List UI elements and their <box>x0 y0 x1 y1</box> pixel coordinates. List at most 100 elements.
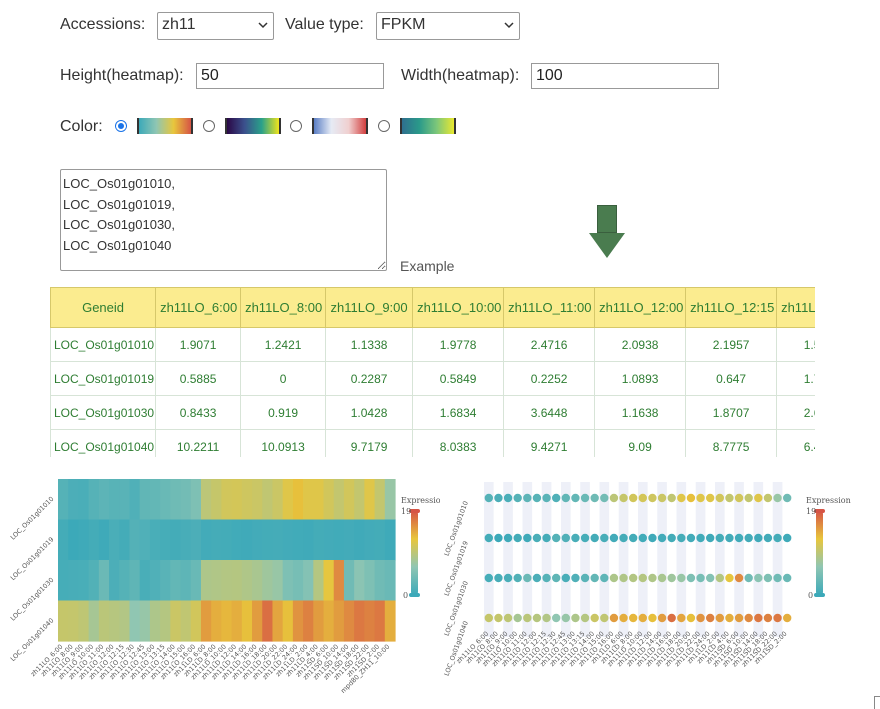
heatmap-cell[interactable] <box>252 600 263 642</box>
expression-dot[interactable] <box>763 533 773 543</box>
expression-dot[interactable] <box>619 573 628 583</box>
expression-dot[interactable] <box>754 573 763 583</box>
heatmap-cell[interactable] <box>241 600 253 642</box>
heatmap-cell[interactable] <box>160 560 171 602</box>
expression-dot[interactable] <box>686 493 696 503</box>
column-header[interactable]: Geneid <box>50 287 157 328</box>
expression-dot[interactable] <box>494 613 503 623</box>
column-header[interactable]: zh11LO_9:00 <box>325 287 414 328</box>
expression-dot[interactable] <box>667 613 676 623</box>
heatmap-cell[interactable] <box>313 479 325 521</box>
expression-dot[interactable] <box>590 493 599 503</box>
heatmap-cell[interactable] <box>343 600 355 642</box>
heatmap-cell[interactable] <box>129 519 141 561</box>
heatmap-cell[interactable] <box>98 600 110 642</box>
heatmap-cell[interactable] <box>354 479 365 521</box>
heatmap-cell[interactable] <box>231 600 243 642</box>
legend-max-handle[interactable] <box>814 509 825 513</box>
expression-dot[interactable] <box>609 533 619 543</box>
column-header[interactable]: zh11LO_6:00 <box>155 287 242 328</box>
expression-dot[interactable] <box>715 493 725 503</box>
heatmap-cell[interactable] <box>252 479 263 521</box>
heatmap-cell[interactable] <box>200 560 212 602</box>
heatmap-cell[interactable] <box>323 479 335 521</box>
heatmap-cell[interactable] <box>78 479 90 521</box>
expression-dot[interactable] <box>782 573 792 583</box>
expression-dot[interactable] <box>503 493 513 503</box>
expression-dot[interactable] <box>494 493 503 503</box>
heatmap-cell[interactable] <box>139 560 151 602</box>
expression-dot[interactable] <box>503 573 513 583</box>
expression-dot[interactable] <box>744 613 753 623</box>
heatmap-cell[interactable] <box>149 560 161 602</box>
heatmap-cell[interactable] <box>78 600 90 642</box>
heatmap-cell[interactable] <box>139 519 151 561</box>
heatmap-cell[interactable] <box>190 479 202 521</box>
expression-dot[interactable] <box>744 533 753 543</box>
expression-dot[interactable] <box>590 573 599 583</box>
expression-dot[interactable] <box>657 493 667 503</box>
expression-dot[interactable] <box>523 613 532 623</box>
heatmap-cell[interactable] <box>180 560 192 602</box>
expression-dot[interactable] <box>542 613 551 623</box>
heatmap-cell[interactable] <box>119 519 131 561</box>
heatmap-cell[interactable] <box>149 519 161 561</box>
expression-dot[interactable] <box>773 573 782 583</box>
expression-dot[interactable] <box>696 613 705 623</box>
expression-dot[interactable] <box>773 493 782 503</box>
heatmap-cell[interactable] <box>170 600 182 642</box>
accessions-select[interactable]: zh11 <box>157 12 274 40</box>
heatmap-cell[interactable] <box>241 560 253 602</box>
expression-dot[interactable] <box>580 533 590 543</box>
expression-dot[interactable] <box>532 493 542 503</box>
expression-dot[interactable] <box>782 493 792 503</box>
expression-dot[interactable] <box>484 573 494 583</box>
heatmap-cell[interactable] <box>160 479 171 521</box>
legend-max-handle[interactable] <box>409 509 420 513</box>
expression-dot[interactable] <box>600 533 609 543</box>
heatmap-cell[interactable] <box>58 600 69 642</box>
expression-dot[interactable] <box>542 533 551 543</box>
expression-dot[interactable] <box>725 573 734 583</box>
heatmap-cell[interactable] <box>282 479 294 521</box>
example-link[interactable]: Example <box>400 258 455 274</box>
expression-dot[interactable] <box>619 613 628 623</box>
heatmap-cell[interactable] <box>231 479 243 521</box>
heatmap-cell[interactable] <box>384 600 396 642</box>
expression-dot[interactable] <box>773 613 782 623</box>
heatmap-cell[interactable] <box>323 560 335 602</box>
heatmap-cell[interactable] <box>333 600 345 642</box>
expression-dot[interactable] <box>628 493 638 503</box>
heatmap-cell[interactable] <box>262 519 274 561</box>
heatmap-cell[interactable] <box>272 600 284 642</box>
heatmap-cell[interactable] <box>323 519 335 561</box>
heatmap-cell[interactable] <box>333 519 345 561</box>
expression-dot[interactable] <box>513 533 522 543</box>
heatmap-cell[interactable] <box>272 479 284 521</box>
heatmap-cell[interactable] <box>129 479 141 521</box>
heatmap-cell[interactable] <box>364 479 376 521</box>
expression-dot[interactable] <box>542 573 551 583</box>
heatmap-cell[interactable] <box>272 519 284 561</box>
expression-dot[interactable] <box>744 573 753 583</box>
expression-dot[interactable] <box>677 573 686 583</box>
heatmap-cell[interactable] <box>221 479 233 521</box>
heatmap-cell[interactable] <box>68 600 80 642</box>
expression-dot[interactable] <box>532 533 542 543</box>
heatmap-cell[interactable] <box>88 560 100 602</box>
expression-dot[interactable] <box>494 533 503 543</box>
heatmap-cell[interactable] <box>88 479 100 521</box>
expression-dot[interactable] <box>628 573 638 583</box>
expression-dot[interactable] <box>638 533 648 543</box>
heatmap-cell[interactable] <box>282 560 294 602</box>
expression-dot[interactable] <box>677 613 686 623</box>
heatmap-cell[interactable] <box>303 600 314 642</box>
expression-dot[interactable] <box>523 493 532 503</box>
heatmap-cell[interactable] <box>252 519 263 561</box>
expression-dot[interactable] <box>609 493 619 503</box>
expression-dot[interactable] <box>619 493 628 503</box>
heatmap-cell[interactable] <box>200 600 212 642</box>
expression-dot[interactable] <box>657 573 667 583</box>
heatmap-cell[interactable] <box>129 600 141 642</box>
expression-dot[interactable] <box>763 613 773 623</box>
